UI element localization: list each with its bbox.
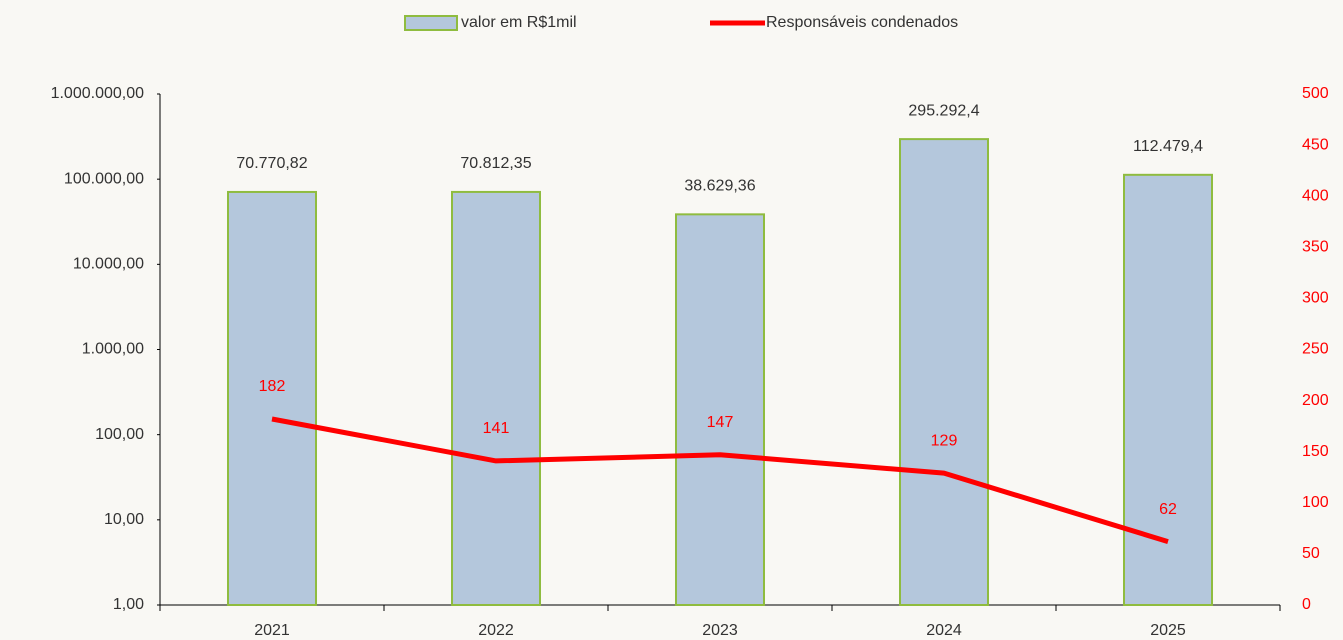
line-value-label: 129 xyxy=(931,432,958,449)
x-tick-label: 2022 xyxy=(478,622,514,639)
bar xyxy=(227,190,317,607)
line-value-label: 182 xyxy=(259,378,286,395)
line-value-label: 62 xyxy=(1159,501,1177,518)
bar xyxy=(675,213,765,606)
y2-tick-label: 500 xyxy=(1302,85,1329,102)
bar-value-label: 70.812,35 xyxy=(460,155,531,172)
x-tick-label: 2021 xyxy=(254,622,290,639)
y2-tick-label: 200 xyxy=(1302,392,1329,409)
y-tick-label: 1.000,00 xyxy=(82,341,144,358)
y-tick-label: 10,00 xyxy=(104,511,144,528)
line-value-label: 141 xyxy=(483,420,510,437)
bar xyxy=(451,190,541,607)
y2-tick-label: 350 xyxy=(1302,239,1329,256)
y-tick-label: 10.000,00 xyxy=(73,256,144,273)
y2-tick-label: 300 xyxy=(1302,290,1329,307)
legend-label: valor em R$1mil xyxy=(461,14,577,31)
y2-tick-label: 450 xyxy=(1302,136,1329,153)
y2-tick-label: 150 xyxy=(1302,443,1329,460)
y-tick-label: 1,00 xyxy=(113,596,144,613)
bar-value-label: 112.479,4 xyxy=(1133,138,1203,155)
bar xyxy=(899,138,989,606)
y2-tick-label: 100 xyxy=(1302,494,1329,511)
y2-tick-label: 400 xyxy=(1302,187,1329,204)
y2-tick-label: 0 xyxy=(1302,596,1311,613)
legend-swatch xyxy=(404,15,458,31)
y-tick-label: 100,00 xyxy=(95,426,144,443)
y2-tick-label: 250 xyxy=(1302,341,1329,358)
bar-value-label: 38.629,36 xyxy=(684,178,755,195)
x-tick-label: 2025 xyxy=(1150,622,1186,639)
legend-label: Responsáveis condenados xyxy=(766,14,958,31)
y2-tick-label: 50 xyxy=(1302,545,1320,562)
y-tick-label: 100.000,00 xyxy=(64,170,144,187)
bar-value-label: 295.292,4 xyxy=(908,102,979,119)
y-tick-label: 1.000.000,00 xyxy=(51,85,145,102)
x-tick-label: 2023 xyxy=(702,622,738,639)
line-series xyxy=(271,416,1169,545)
x-tick-label: 2024 xyxy=(926,622,962,639)
line-value-label: 147 xyxy=(707,414,734,431)
bar-value-label: 70.770,82 xyxy=(236,155,307,172)
